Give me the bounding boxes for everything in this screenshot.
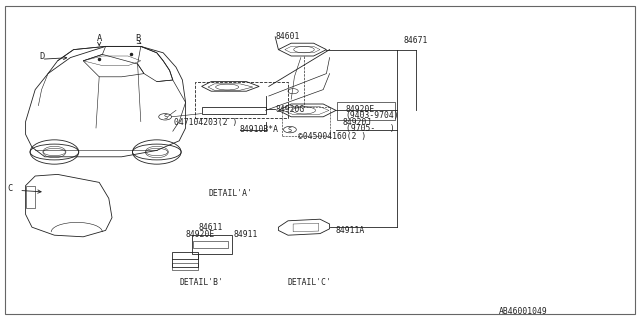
Text: 047104203(2 ): 047104203(2 ) (174, 118, 237, 127)
Bar (337, 102, 395, 120)
Text: D: D (39, 52, 44, 60)
Bar (192, 235, 232, 254)
Text: 84910B*A: 84910B*A (240, 125, 279, 134)
Text: 84911A: 84911A (336, 226, 365, 235)
Text: 84911: 84911 (234, 230, 258, 239)
Text: ©045004160(2 ): ©045004160(2 ) (298, 132, 366, 141)
Text: C: C (7, 184, 12, 193)
Text: DETAIL'B': DETAIL'B' (180, 278, 223, 287)
Text: S: S (288, 127, 292, 132)
Bar (195, 82, 288, 118)
Text: DETAIL'A': DETAIL'A' (209, 189, 252, 198)
Text: DETAIL'C': DETAIL'C' (288, 278, 332, 287)
Text: 84611: 84611 (198, 223, 223, 232)
Text: S: S (163, 114, 167, 120)
Text: A: A (97, 34, 102, 43)
Bar (172, 263, 198, 270)
Bar (172, 252, 198, 267)
Text: 84920J: 84920J (342, 118, 372, 127)
Text: (9403-9704): (9403-9704) (346, 111, 399, 120)
Text: 84920G: 84920G (275, 105, 305, 114)
Text: AB46001049: AB46001049 (499, 308, 548, 316)
Bar (282, 107, 330, 136)
Text: 84671: 84671 (403, 36, 428, 44)
Text: 84920E: 84920E (346, 105, 375, 114)
Text: (9705-   ): (9705- ) (346, 124, 394, 133)
Text: 84601: 84601 (275, 32, 300, 41)
Text: 84920E: 84920E (186, 230, 215, 239)
Bar (193, 241, 228, 248)
Text: B: B (135, 34, 140, 43)
